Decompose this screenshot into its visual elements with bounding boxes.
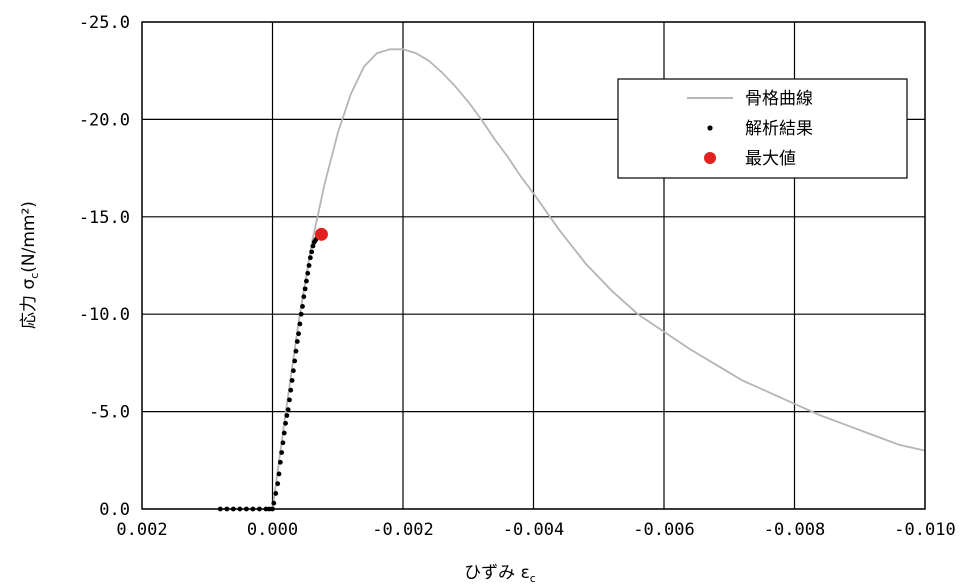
analysis-result-point (304, 278, 309, 284)
x-axis-title-main: ひずみ ε (464, 563, 530, 583)
analysis-result-point (277, 459, 283, 465)
legend-swatch-max-value (704, 152, 716, 164)
y-tick-label: -20.0 (79, 110, 130, 130)
x-tick-label: 0.000 (247, 520, 298, 540)
analysis-result-point (279, 450, 285, 455)
x-axis-title: ひずみ εc (464, 563, 536, 584)
analysis-result-point (281, 430, 287, 436)
x-tick-label: -0.008 (764, 520, 825, 540)
analysis-result-point (271, 500, 277, 506)
analysis-result-point (273, 491, 279, 496)
max-value-point (314, 227, 328, 241)
analysis-result-point (292, 358, 298, 364)
legend-box (617, 78, 908, 179)
analysis-result-point (294, 339, 300, 344)
legend-label-max-value: 最大値 (745, 149, 796, 169)
x-axis-title-sub: c (530, 572, 536, 584)
skeleton-curve-line (271, 48, 926, 510)
y-axis-title: 応力 σc(N/mm²) (19, 201, 41, 329)
analysis-result-point (275, 481, 281, 487)
y-tick-label: -5.0 (89, 403, 130, 423)
x-tick-label: 0.002 (116, 520, 167, 540)
legend-swatch-analysis-result (707, 125, 713, 131)
analysis-result-point (305, 270, 311, 276)
analysis-result-point (284, 413, 290, 418)
analysis-result-point (283, 420, 288, 426)
analysis-result-point (285, 407, 291, 413)
x-tick-label: -0.010 (894, 520, 955, 540)
analysis-result-point (290, 368, 296, 374)
analysis-result-point (288, 387, 294, 393)
analysis-result-point (302, 286, 308, 292)
analysis-result-point (280, 440, 286, 446)
legend: 骨格曲線 解析結果 最大値 (617, 78, 908, 179)
analysis-result-point (309, 249, 315, 255)
y-axis-title-main: 応力 σ (19, 279, 39, 329)
analysis-result-point (300, 304, 305, 309)
legend-label-analysis-result: 解析結果 (745, 119, 813, 139)
y-tick-label: -15.0 (79, 208, 130, 228)
legend-label-skeleton-curve: 骨格曲線 (745, 89, 813, 109)
y-tick-label: -25.0 (79, 13, 130, 33)
analysis-result-point (287, 397, 292, 403)
analysis-result-point (301, 294, 307, 300)
analysis-result-point (297, 321, 303, 327)
analysis-result-point (296, 331, 301, 337)
plot-frame (141, 21, 926, 510)
analysis-result-point (293, 348, 299, 354)
analysis-result-point (310, 243, 316, 249)
analysis-result-point (298, 311, 304, 317)
analysis-result-point (289, 378, 295, 383)
series-layer (217, 48, 926, 512)
y-tick-label: 0.0 (99, 500, 130, 520)
tick-labels: 0.002 0.000 -0.002 -0.004 -0.006 -0.008 -0.010… (79, 13, 956, 540)
analysis-result-point (306, 263, 312, 268)
x-tick-label: -0.002 (372, 520, 433, 540)
x-tick-label: -0.004 (503, 520, 564, 540)
y-tick-label: -10.0 (79, 305, 130, 325)
analysis-result-point (276, 471, 282, 477)
y-axis-title-unit: (N/mm²) (19, 201, 39, 273)
analysis-result-point (307, 255, 313, 261)
y-axis-title-sub: c (28, 273, 41, 279)
x-tick-label: -0.006 (633, 520, 694, 540)
